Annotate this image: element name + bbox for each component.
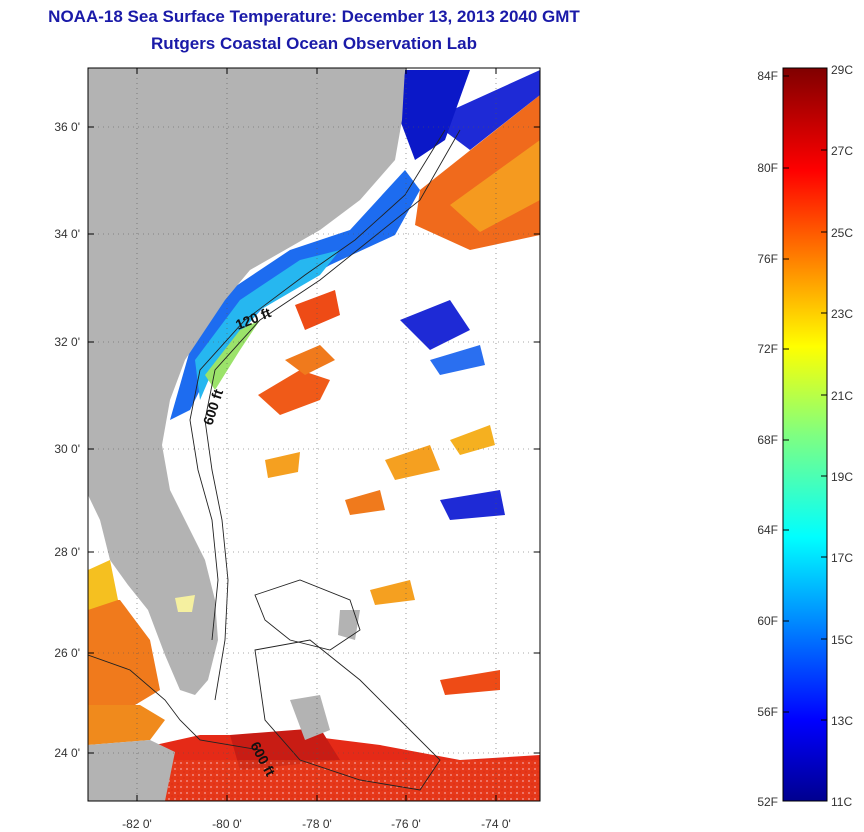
colorbar bbox=[782, 67, 828, 802]
contour-600ft bbox=[204, 129, 461, 701]
sst-data-layer bbox=[88, 70, 540, 801]
plot-frame bbox=[87, 67, 541, 802]
lat-tick-label: 30 0' bbox=[54, 442, 80, 456]
lon-tick-label: -78 0' bbox=[302, 817, 332, 831]
island-abaco bbox=[338, 610, 360, 640]
cold-shelf-north bbox=[430, 70, 540, 150]
colorbar-c-label: 11C bbox=[831, 795, 852, 809]
coastal-cold-band bbox=[170, 170, 420, 420]
colorbar-f-label: 80F bbox=[757, 161, 778, 175]
land-layer bbox=[88, 68, 405, 801]
map-title: NOAA-18 Sea Surface Temperature: Decembe… bbox=[48, 7, 580, 26]
lat-tick-label: 24 0' bbox=[54, 746, 80, 760]
lon-tick-label: -82 0' bbox=[122, 817, 152, 831]
colorbar-c-label: 27C bbox=[831, 144, 853, 158]
lon-tick-label: -76 0' bbox=[391, 817, 421, 831]
contour-little-bahama-bank bbox=[254, 579, 361, 651]
colorbar-f-label: 76F bbox=[757, 252, 778, 266]
colorbar-f-label: 64F bbox=[757, 523, 778, 537]
lat-tick-label: 36 0' bbox=[54, 120, 80, 134]
colorbar-c-label: 15C bbox=[831, 633, 853, 647]
colorbar-f-label: 84F bbox=[757, 69, 778, 83]
map-subtitle: Rutgers Coastal Ocean Observation Lab bbox=[151, 34, 477, 53]
land-us-southeast bbox=[88, 68, 405, 695]
land-cuba-west bbox=[88, 740, 175, 801]
lat-tick-label: 26 0' bbox=[54, 646, 80, 660]
lake-okeechobee bbox=[175, 595, 195, 612]
contour-120ft bbox=[189, 129, 446, 641]
colorbar-f-label: 60F bbox=[757, 614, 778, 628]
colorbar-c-label: 25C bbox=[831, 226, 853, 240]
lon-tick-label: -74 0' bbox=[481, 817, 511, 831]
grid-lines bbox=[88, 68, 540, 801]
lat-tick-label: 28 0' bbox=[54, 545, 80, 559]
contour-florida-keys bbox=[88, 654, 261, 751]
warm-eddy bbox=[258, 370, 330, 415]
colorbar-c-label: 23C bbox=[831, 307, 853, 321]
contour-great-bahama-bank bbox=[254, 639, 441, 791]
colorbar-c-label: 13C bbox=[831, 714, 853, 728]
colorbar-f-label: 56F bbox=[757, 705, 778, 719]
lon-tick-label: -80 0' bbox=[212, 817, 242, 831]
colorbar-c-label: 19C bbox=[831, 470, 853, 484]
colorbar-f-label: 52F bbox=[757, 795, 778, 809]
colorbar-f-label: 68F bbox=[757, 433, 778, 447]
tick-marks bbox=[88, 68, 540, 801]
colorbar-c-label: 29C bbox=[831, 63, 853, 77]
lat-tick-label: 32 0' bbox=[54, 335, 80, 349]
colorbar-f-ticks bbox=[783, 75, 827, 721]
colorbar-f-label: 72F bbox=[757, 342, 778, 356]
bathymetry-contours bbox=[88, 129, 461, 791]
lat-tick-label: 34 0' bbox=[54, 227, 80, 241]
colorbar-c-label: 21C bbox=[831, 389, 853, 403]
colorbar-c-label: 17C bbox=[831, 551, 853, 565]
island-andros bbox=[290, 695, 330, 740]
gulf-warm bbox=[88, 600, 160, 705]
